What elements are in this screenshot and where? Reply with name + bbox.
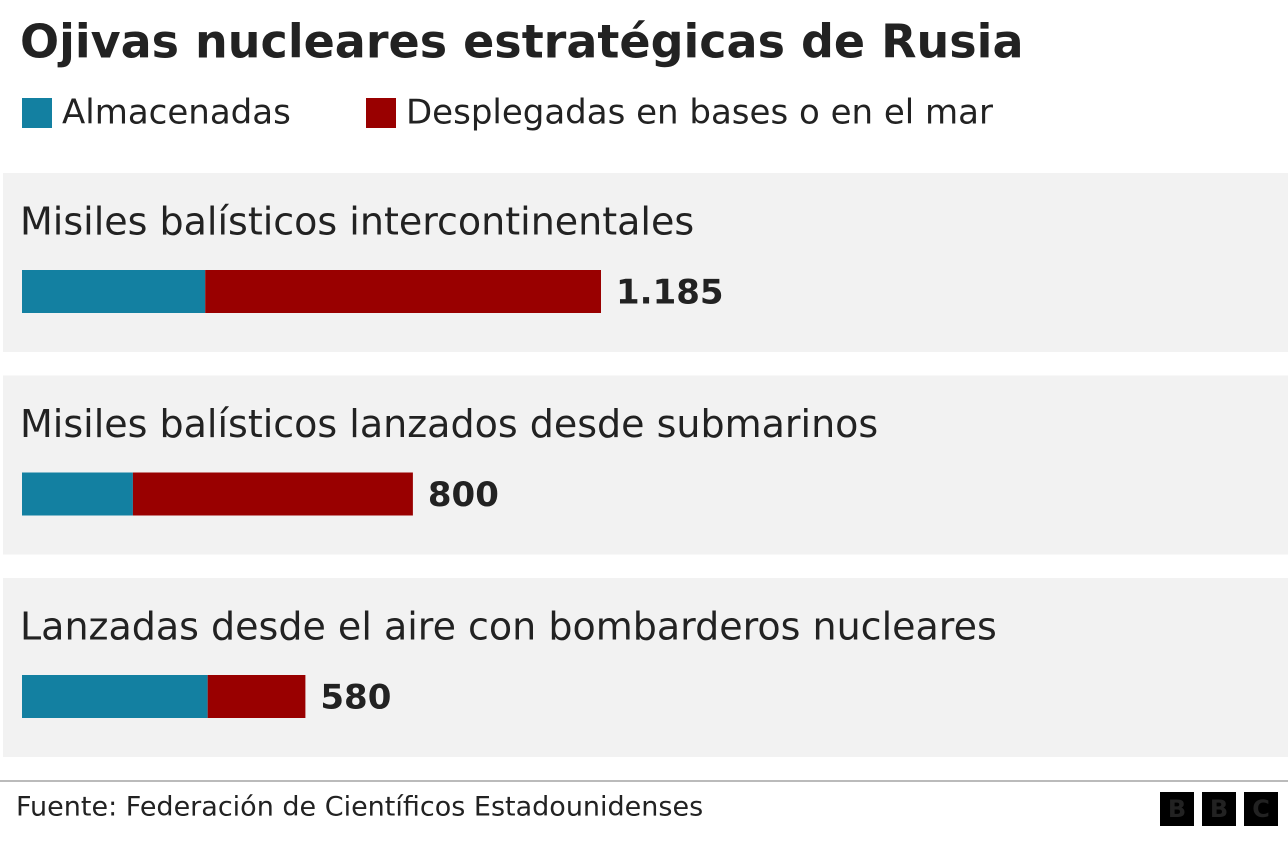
total-label: 800 [428, 475, 499, 515]
logo-block [1160, 792, 1194, 826]
total-label: 1.185 [616, 273, 724, 313]
panel [3, 578, 1288, 757]
logo-block [1244, 792, 1278, 826]
source: Fuente: Federación de Científicos Estado… [16, 792, 703, 823]
logo-letter: B [1210, 795, 1228, 823]
logo-block [1202, 792, 1236, 826]
legend-label: Almacenadas [62, 93, 291, 133]
total-label: 580 [320, 678, 391, 718]
legend-swatch [366, 98, 396, 128]
legend-swatch [22, 98, 52, 128]
bar-segment [22, 270, 206, 313]
logo-letter: B [1168, 795, 1186, 823]
chart-title: Ojivas nucleares estratégicas de Rusia [20, 15, 1024, 69]
legend-label: Desplegadas en bases o en el mar [406, 93, 993, 133]
category-label: Misiles balísticos lanzados desde submar… [20, 402, 878, 446]
logo-letter: C [1252, 795, 1270, 823]
bar-segment [22, 675, 208, 718]
category-label: Misiles balísticos intercontinentales [20, 200, 694, 244]
bar-segment [205, 270, 601, 313]
bar-segment [132, 472, 413, 516]
bar-segment [22, 472, 133, 516]
panel [3, 173, 1288, 352]
category-label: Lanzadas desde el aire con bombarderos n… [20, 605, 997, 649]
bar-segment [207, 675, 306, 718]
panel [3, 375, 1288, 555]
